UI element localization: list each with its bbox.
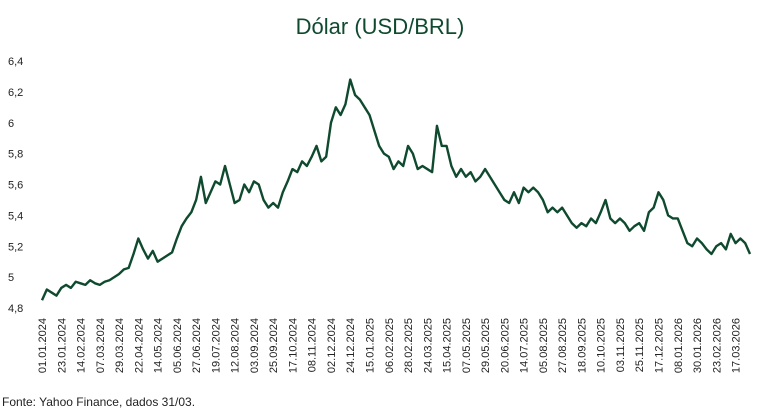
x-tick-label: 24.03.2025 xyxy=(422,318,434,373)
x-tick-label: 02.12.2024 xyxy=(326,318,338,373)
x-tick-label: 14.07.2025 xyxy=(519,318,531,373)
x-tick-label: 28.02.2025 xyxy=(403,318,415,373)
y-tick-label: 5,6 xyxy=(8,180,23,192)
x-tick-label: 06.02.2025 xyxy=(384,318,396,373)
chart-title: Dólar (USD/BRL) xyxy=(296,14,465,39)
x-tick-label: 15.04.2025 xyxy=(442,318,454,373)
x-tick-label: 25.09.2024 xyxy=(268,318,280,373)
x-tick-label: 14.05.2024 xyxy=(153,318,165,373)
x-tick-label: 08.01.2026 xyxy=(673,318,685,373)
x-tick-label: 23.01.2024 xyxy=(56,318,68,373)
y-tick-label: 4,8 xyxy=(8,303,23,315)
x-tick-label: 27.08.2025 xyxy=(557,318,569,373)
x-tick-label: 17.03.2026 xyxy=(731,318,743,373)
x-tick-label: 25.11.2025 xyxy=(634,318,646,372)
y-tick-label: 6 xyxy=(8,118,14,130)
x-tick-label: 03.09.2024 xyxy=(249,318,261,373)
x-tick-label: 08.11.2024 xyxy=(307,318,319,372)
x-tick-label: 27.06.2024 xyxy=(191,318,203,373)
x-tick-label: 05.08.2025 xyxy=(538,318,550,373)
x-tick-label: 10.10.2025 xyxy=(596,318,608,373)
y-tick-label: 5,2 xyxy=(8,241,23,253)
x-tick-label: 24.12.2024 xyxy=(345,318,357,373)
x-tick-label: 12.08.2024 xyxy=(230,318,242,373)
x-tick-label: 20.06.2025 xyxy=(499,318,511,373)
x-tick-label: 07.03.2024 xyxy=(95,318,107,373)
y-tick-label: 5,8 xyxy=(8,149,23,161)
x-tick-label: 18.09.2025 xyxy=(576,318,588,373)
x-tick-label: 14.02.2024 xyxy=(76,318,88,373)
x-tick-label: 01.01.2024 xyxy=(37,318,49,373)
x-tick-label: 07.05.2025 xyxy=(461,318,473,373)
y-tick-label: 6,4 xyxy=(8,56,23,68)
x-tick-label: 23.02.2026 xyxy=(711,318,723,373)
x-tick-label: 29.05.2025 xyxy=(480,318,492,373)
x-tick-label: 19.07.2024 xyxy=(210,318,222,373)
x-tick-label: 03.11.2025 xyxy=(615,318,627,372)
x-tick-label: 29.03.2024 xyxy=(114,318,126,373)
x-tick-label: 05.06.2024 xyxy=(172,318,184,373)
x-tick-label: 30.01.2026 xyxy=(692,318,704,373)
x-tick-label: 17.12.2025 xyxy=(653,318,665,373)
price-line xyxy=(40,78,752,301)
y-tick-label: 5,4 xyxy=(8,210,23,222)
x-tick-label: 15.01.2025 xyxy=(365,318,377,373)
y-tick-label: 6,2 xyxy=(8,87,23,99)
x-tick-label: 22.04.2024 xyxy=(133,318,145,373)
x-tick-label: 17.10.2024 xyxy=(287,318,299,373)
source: Fonte: Yahoo Finance, dados 31/03. xyxy=(2,395,195,409)
y-tick-label: 5 xyxy=(8,272,14,284)
